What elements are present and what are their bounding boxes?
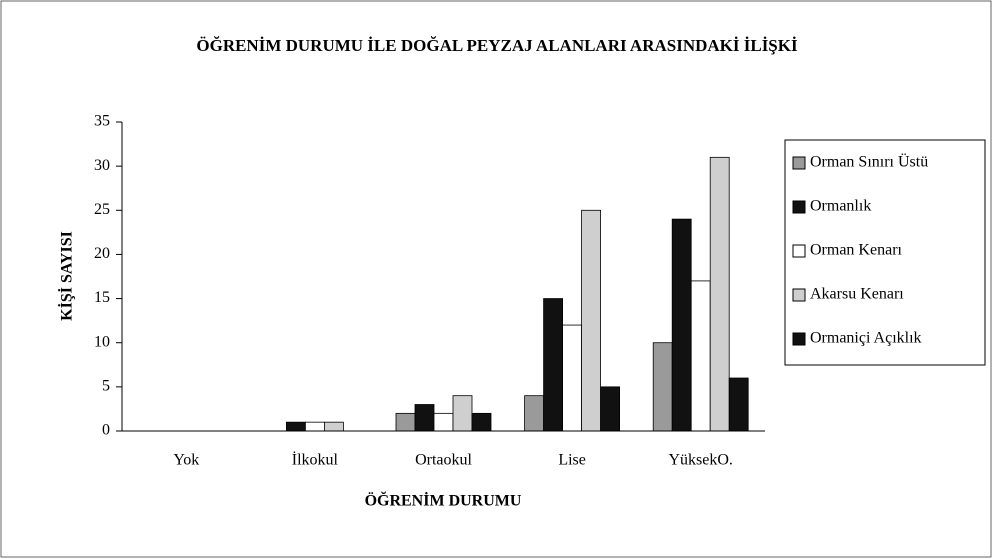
y-tick-label: 0 bbox=[102, 422, 110, 439]
legend-label: Orman Kenarı bbox=[810, 242, 903, 259]
bar bbox=[581, 209, 601, 432]
bar bbox=[671, 218, 692, 432]
legend-swatch bbox=[792, 288, 806, 302]
x-tick-label: Yok bbox=[173, 452, 199, 469]
bar bbox=[562, 324, 582, 432]
chart-title: ÖĞRENİM DURUMU İLE DOĞAL PEYZAJ ALANLARI… bbox=[196, 36, 798, 55]
y-tick-label: 25 bbox=[94, 201, 110, 218]
bar bbox=[471, 412, 492, 432]
bar bbox=[600, 386, 620, 432]
y-tick-label: 10 bbox=[94, 333, 110, 350]
legend-label: Akarsu Kenarı bbox=[810, 286, 904, 303]
x-tick-label: Ortaokul bbox=[415, 452, 472, 469]
legend-swatch bbox=[792, 332, 806, 346]
bar bbox=[433, 412, 454, 432]
y-tick-label: 35 bbox=[94, 113, 110, 130]
y-tick-label: 20 bbox=[94, 245, 110, 262]
bar bbox=[452, 395, 473, 432]
bar bbox=[323, 421, 344, 432]
bar bbox=[285, 421, 306, 432]
x-tick-label: YüksekO. bbox=[668, 452, 732, 469]
legend-box bbox=[784, 139, 986, 366]
y-axis-title: KİŞİ SAYISI bbox=[57, 231, 76, 321]
bar bbox=[709, 156, 730, 432]
legend-swatch bbox=[792, 244, 806, 258]
x-tick-label: İlkokul bbox=[292, 451, 339, 469]
legend-swatch bbox=[792, 156, 806, 170]
legend-label: Orman Sınırı Üstü bbox=[810, 153, 928, 171]
bar bbox=[728, 377, 749, 432]
bar bbox=[524, 395, 544, 432]
x-tick-label: Lise bbox=[558, 452, 586, 469]
legend-label: Ormaniçi Açıklık bbox=[810, 330, 922, 347]
legend-label: Ormanlık bbox=[810, 198, 871, 215]
y-tick-label: 15 bbox=[94, 289, 110, 306]
y-tick-label: 30 bbox=[94, 157, 110, 174]
legend-swatch bbox=[792, 200, 806, 214]
bar bbox=[690, 280, 711, 432]
bar bbox=[304, 421, 325, 432]
bar bbox=[395, 412, 416, 432]
y-tick-label: 5 bbox=[102, 378, 110, 395]
bar bbox=[414, 404, 435, 432]
bar bbox=[652, 342, 673, 432]
x-axis-title: ÖĞRENİM DURUMU bbox=[365, 491, 522, 510]
bar bbox=[543, 298, 563, 432]
